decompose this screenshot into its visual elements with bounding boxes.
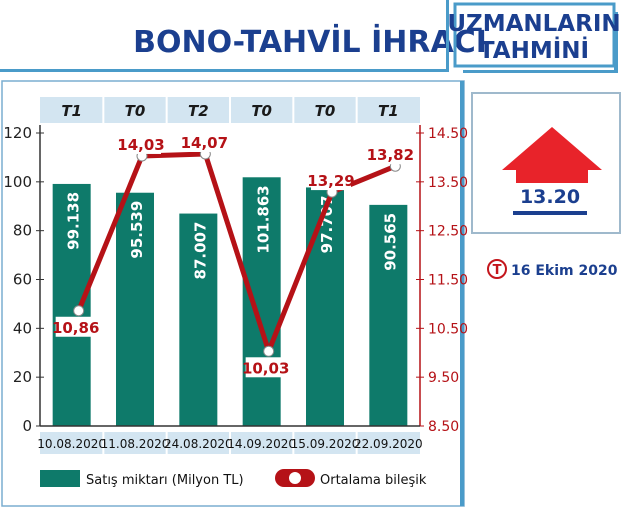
left-tick-label: 60 bbox=[13, 271, 32, 289]
left-tick-label: 120 bbox=[3, 124, 32, 142]
expert-title-line2: TAHMİNİ bbox=[479, 36, 589, 64]
line-label-bg bbox=[121, 133, 161, 154]
line-label-bg bbox=[245, 357, 286, 378]
bar-value-label: 99.138 bbox=[65, 192, 83, 250]
line-label-bg bbox=[370, 144, 411, 165]
bar-value-label: 95.539 bbox=[128, 201, 146, 259]
right-tick-label: 14.50 bbox=[428, 126, 468, 142]
axes: 0 20 40 60 80 100 120 8.50 9.50 10.50 11.50 12.50 13… bbox=[3, 124, 468, 435]
left-tick-label: 40 bbox=[13, 319, 32, 337]
legend-label-bars: Satış miktarı (Milyon TL) bbox=[86, 473, 244, 488]
right-tick-label: 11.50 bbox=[428, 273, 468, 289]
x-axis-date-row: 10.08.202011.08.202024.08.202014.09.2020… bbox=[37, 432, 423, 454]
brand-logo-letter: T bbox=[493, 263, 502, 278]
line-label-bg bbox=[55, 316, 96, 337]
right-tick-label: 13.50 bbox=[428, 175, 468, 191]
right-tick-label: 9.50 bbox=[428, 370, 459, 386]
legend-swatch-bars bbox=[40, 470, 80, 487]
tenor-header-row: T1 T0 T2 T0 T0 T1 bbox=[40, 97, 420, 123]
bar bbox=[52, 183, 91, 426]
left-tick-label: 80 bbox=[13, 222, 32, 240]
legend: Satış miktarı (Milyon TL) Ortalama bileşi… bbox=[40, 469, 427, 488]
right-tick-label: 12.50 bbox=[428, 224, 468, 240]
expert-title-shadow-right bbox=[614, 12, 618, 73]
x-tick-label: 10.08.2020 bbox=[37, 437, 106, 451]
bar-value-label: 90.565 bbox=[381, 213, 399, 271]
header-underline bbox=[0, 69, 448, 72]
line-point bbox=[73, 305, 85, 317]
tenor-label: T1 bbox=[378, 102, 399, 120]
line-label-bg bbox=[184, 131, 225, 152]
tenor-label: T1 bbox=[61, 102, 82, 120]
left-tick-label: 100 bbox=[3, 173, 32, 191]
line-point bbox=[263, 345, 275, 357]
right-tick-label: 10.50 bbox=[428, 321, 468, 337]
tenor-label: T2 bbox=[188, 102, 209, 120]
line-value-label: 10,03 bbox=[242, 359, 289, 377]
forecast-box: 13.20 T 16 Ekim 2020 bbox=[471, 92, 621, 279]
up-arrow-icon bbox=[502, 127, 602, 183]
left-tick-label: 20 bbox=[13, 368, 32, 386]
x-tick-label: 24.08.2020 bbox=[164, 437, 233, 451]
line-value-label: 14,07 bbox=[181, 134, 228, 152]
x-tick-label: 11.08.2020 bbox=[101, 437, 170, 451]
tenor-label: T0 bbox=[125, 102, 146, 120]
line-value-label: 13,82 bbox=[367, 146, 414, 164]
bar bbox=[179, 213, 218, 426]
line-value-label: 13,29 bbox=[307, 172, 354, 190]
x-tick-label: 22.09.2020 bbox=[354, 437, 423, 451]
right-tick-label: 8.50 bbox=[428, 419, 459, 435]
bar bbox=[116, 192, 154, 426]
left-tick-label: 0 bbox=[22, 417, 32, 435]
chart-frame-right-accent bbox=[460, 81, 464, 506]
expert-title-shadow-bottom bbox=[463, 70, 618, 73]
forecast-value: 13.20 bbox=[520, 186, 580, 208]
bar bbox=[306, 187, 344, 426]
bar-value-label: 87.007 bbox=[191, 222, 209, 280]
x-tick-label: 14.09.2020 bbox=[227, 437, 296, 451]
bar-series bbox=[52, 177, 408, 426]
header: BONO-TAHVİL İHRACI bbox=[0, 0, 487, 72]
bar bbox=[242, 177, 281, 426]
line-value-label: 14,03 bbox=[117, 136, 164, 154]
line-series: 10,86 14,03 14,07 10,03 13,29 13,82 bbox=[52, 131, 414, 378]
tenor-label: T0 bbox=[251, 102, 272, 120]
legend-swatch-point bbox=[289, 472, 301, 484]
bar-value-label: 101.863 bbox=[255, 185, 273, 253]
bar bbox=[369, 204, 408, 426]
legend-label-line: Ortalama bileşik bbox=[320, 473, 427, 488]
expert-title-line1: UZMANLARIN bbox=[447, 11, 620, 37]
tenor-label: T0 bbox=[315, 102, 336, 120]
x-tick-label: 15.09.2020 bbox=[291, 437, 360, 451]
header-side-line bbox=[446, 0, 449, 72]
brand-logo-icon bbox=[487, 259, 507, 279]
expert-title-box: UZMANLARIN TAHMİNİ bbox=[447, 2, 621, 73]
line-label-bg bbox=[311, 170, 351, 191]
chart-title: BONO-TAHVİL İHRACI bbox=[133, 24, 487, 60]
line-value-label: 10,86 bbox=[52, 319, 99, 337]
bar-value-labels: 99.138 95.539 87.007 101.863 97.707 90.565 bbox=[65, 185, 400, 279]
forecast-value-underline bbox=[513, 211, 587, 215]
forecast-date: 16 Ekim 2020 bbox=[511, 263, 618, 279]
